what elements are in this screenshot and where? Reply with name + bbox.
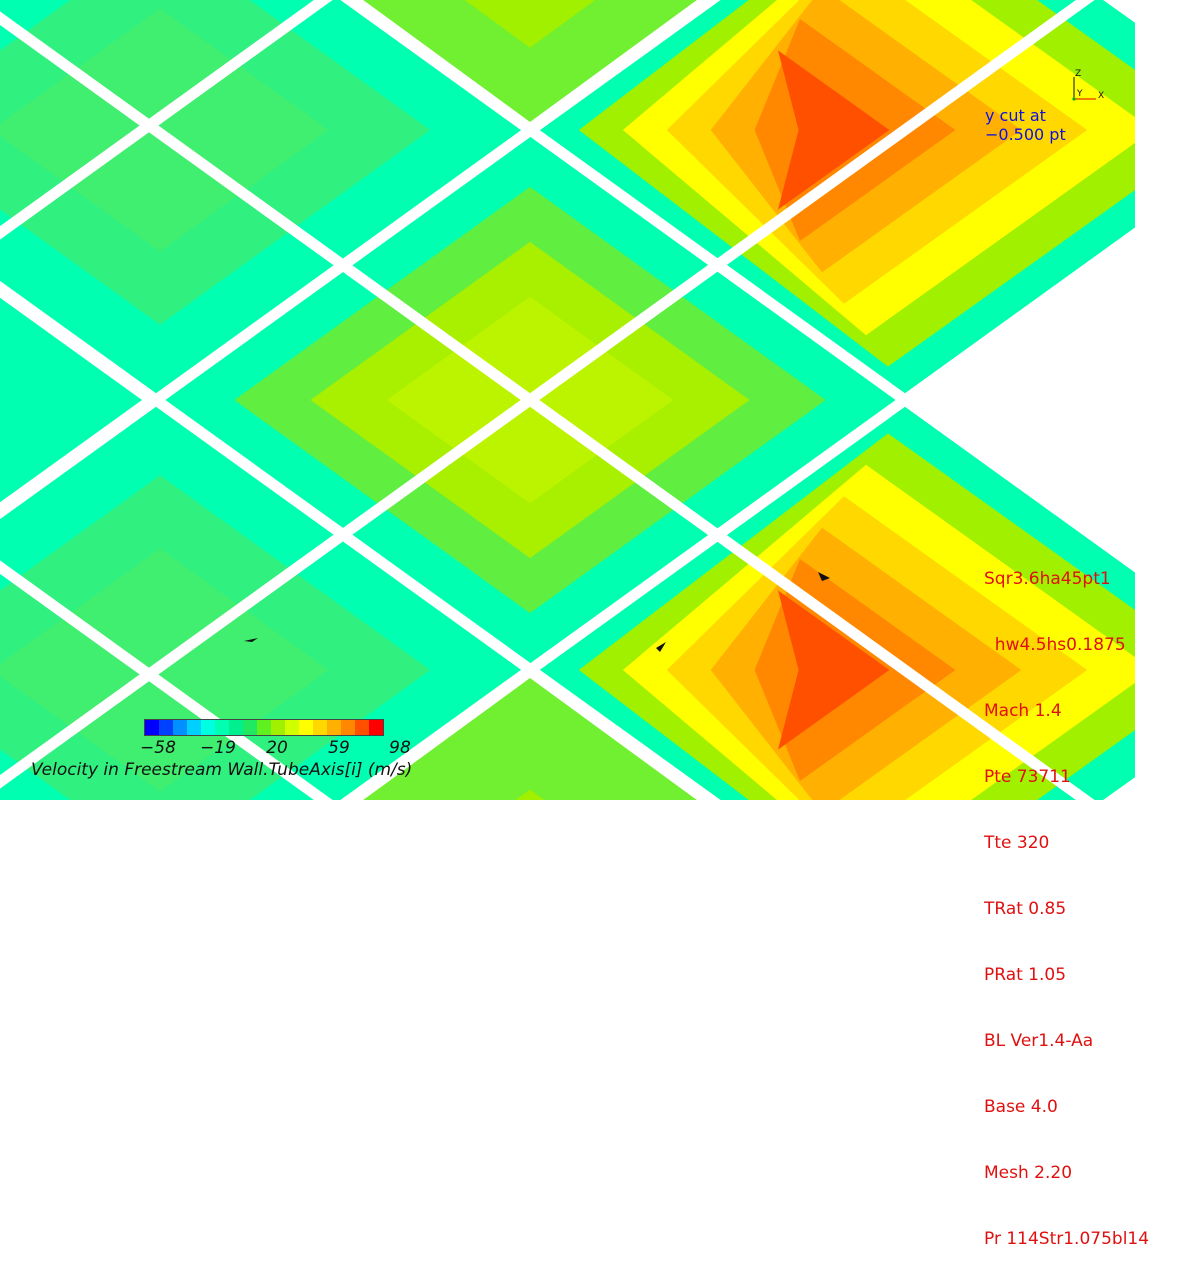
- legend-tick-label: 59: [328, 738, 350, 758]
- axis-label-x: X: [1098, 91, 1104, 101]
- contour-region-left-edge: [0, 297, 142, 503]
- contour-plot: Z Y X: [0, 0, 1200, 800]
- case-info-line: Pr 114Str1.075bl14: [984, 1229, 1150, 1249]
- flow-marker: [818, 572, 830, 581]
- legend-tick-label: −58: [140, 738, 176, 758]
- contour-region-top-left: [0, 0, 532, 398]
- case-info-line: Pte 73711: [984, 767, 1071, 787]
- color-legend-bar: [144, 719, 384, 736]
- axis-triad: Z Y X: [1072, 69, 1104, 101]
- contour-band: [363, 0, 697, 122]
- contour-band: [464, 0, 596, 48]
- contour-region-bottom-left: [0, 402, 532, 800]
- contour-region-top-center: [363, 0, 697, 122]
- flow-marker: [244, 638, 258, 642]
- case-info-line: PRat 1.05: [984, 965, 1067, 985]
- case-info-line: hw4.5hs0.1875: [984, 635, 1126, 655]
- legend-title: Velocity in Freestream Wall.TubeAxis[i] …: [31, 760, 413, 780]
- empty-region: [1135, 0, 1200, 800]
- wall-gap: [0, 0, 1130, 800]
- case-info-line: Base 4.0: [984, 1097, 1058, 1117]
- cut-label-line: −0.500 pt: [985, 125, 1066, 144]
- contour-band: [515, 789, 545, 800]
- legend-tick-label: 20: [266, 738, 288, 758]
- contour-band: [363, 678, 697, 800]
- contour-band: [0, 297, 142, 503]
- cut-label-line: y cut at: [985, 106, 1046, 125]
- case-info-line: Mach 1.4: [984, 701, 1062, 721]
- legend-tick-label: −19: [200, 738, 236, 758]
- case-info-line: BL Ver1.4-Aa: [984, 1031, 1094, 1051]
- wall-gap: [0, 0, 721, 520]
- color-legend-ticks: −58 −19 20 59 98: [0, 738, 430, 760]
- case-info-line: Mesh 2.20: [984, 1163, 1073, 1183]
- contour-region-bottom-center: [363, 678, 697, 800]
- case-info: Sqr3.6ha45pt1 hw4.5hs0.1875 Mach 1.4 Pte…: [984, 524, 1149, 1272]
- wall-gap: [0, 560, 333, 800]
- axis-label-z: Z: [1075, 69, 1081, 79]
- cut-plane-label: y cut at −0.500 pt: [985, 106, 1066, 144]
- contour-band: [778, 50, 890, 210]
- wall-gap: [0, 0, 333, 240]
- flow-marker: [656, 642, 666, 652]
- legend-tick-label: 98: [389, 738, 411, 758]
- case-info-line: Tte 320: [984, 833, 1050, 853]
- empty-region: [905, 235, 1200, 560]
- axis-label-y: Y: [1076, 89, 1083, 99]
- case-info-line: Sqr3.6ha45pt1: [984, 569, 1111, 589]
- contour-band: [778, 590, 890, 750]
- tube-wall-gaps: [0, 0, 1200, 800]
- case-info-line: TRat 0.85: [984, 899, 1067, 919]
